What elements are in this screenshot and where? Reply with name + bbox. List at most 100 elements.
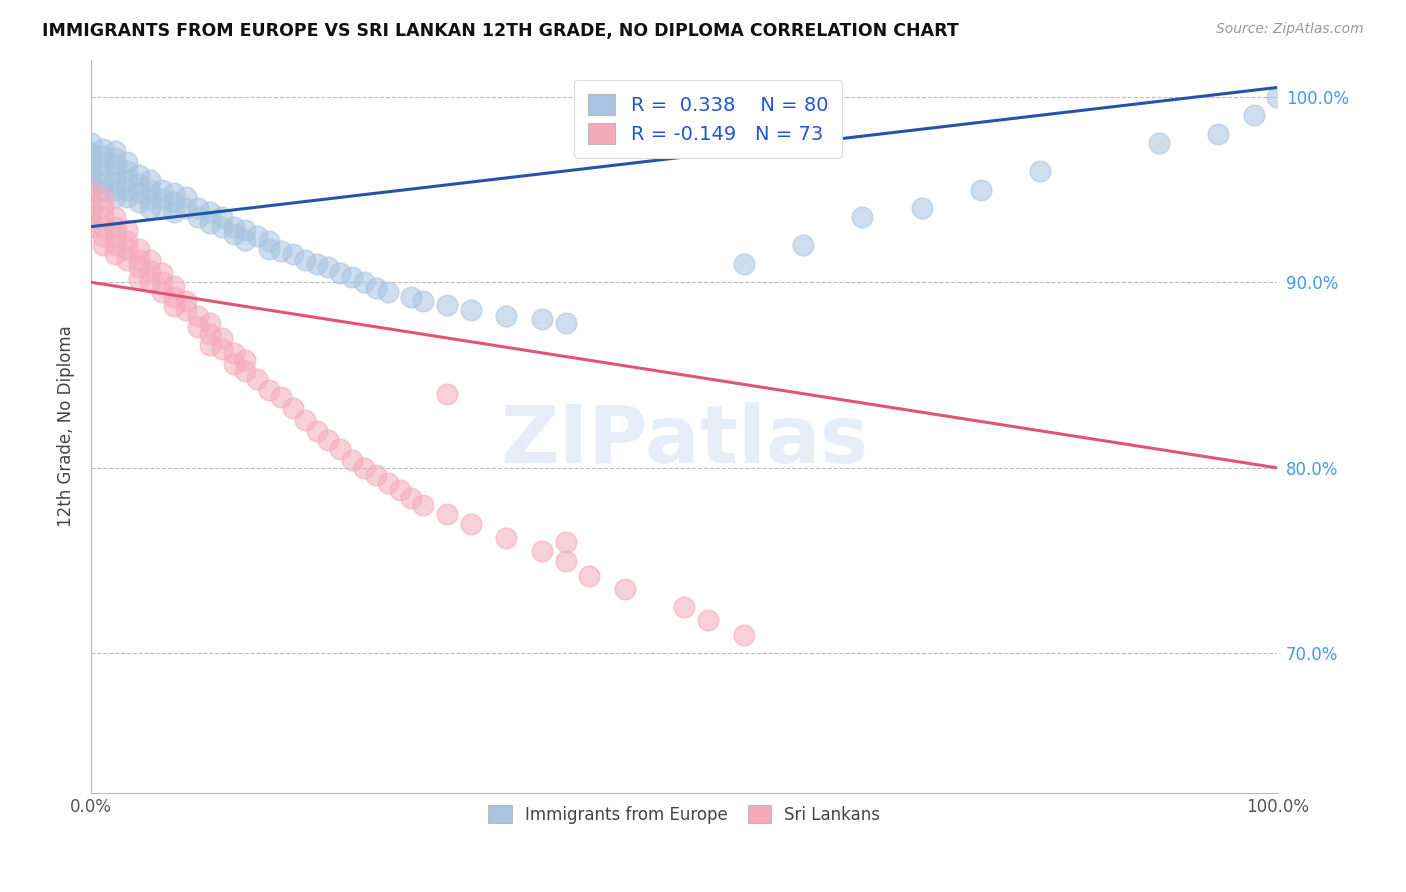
Point	[91, 201, 114, 215]
Point	[364, 281, 387, 295]
Point	[91, 228, 114, 243]
Point	[401, 290, 423, 304]
Point	[80, 136, 103, 150]
Point	[104, 190, 127, 204]
Point	[104, 158, 127, 172]
Point	[211, 219, 233, 234]
Point	[115, 223, 138, 237]
Point	[294, 253, 316, 268]
Point	[80, 145, 103, 160]
Point	[554, 535, 576, 549]
Legend: Immigrants from Europe, Sri Lankans: Immigrants from Europe, Sri Lankans	[477, 794, 891, 836]
Point	[150, 201, 173, 215]
Point	[91, 175, 114, 189]
Point	[150, 182, 173, 196]
Point	[1243, 108, 1265, 122]
Point	[340, 453, 363, 467]
Point	[364, 468, 387, 483]
Point	[104, 175, 127, 189]
Point	[235, 353, 257, 368]
Point	[115, 253, 138, 268]
Point	[222, 219, 245, 234]
Point	[198, 338, 221, 352]
Point	[270, 244, 292, 258]
Point	[104, 219, 127, 234]
Point	[1267, 89, 1289, 103]
Point	[91, 142, 114, 156]
Point	[128, 195, 150, 210]
Point	[851, 211, 873, 225]
Point	[235, 233, 257, 247]
Point	[174, 293, 197, 308]
Point	[139, 201, 162, 215]
Text: IMMIGRANTS FROM EUROPE VS SRI LANKAN 12TH GRADE, NO DIPLOMA CORRELATION CHART: IMMIGRANTS FROM EUROPE VS SRI LANKAN 12T…	[42, 22, 959, 40]
Point	[211, 331, 233, 345]
Point	[436, 297, 458, 311]
Point	[318, 260, 340, 275]
Point	[1029, 164, 1052, 178]
Point	[198, 327, 221, 342]
Point	[150, 266, 173, 280]
Point	[91, 219, 114, 234]
Point	[163, 195, 186, 210]
Point	[128, 186, 150, 201]
Point	[460, 516, 482, 531]
Point	[246, 228, 269, 243]
Point	[257, 242, 280, 256]
Point	[128, 260, 150, 275]
Point	[163, 290, 186, 304]
Point	[115, 182, 138, 196]
Point	[294, 412, 316, 426]
Point	[270, 390, 292, 404]
Point	[128, 168, 150, 182]
Point	[388, 483, 411, 497]
Point	[554, 554, 576, 568]
Point	[235, 223, 257, 237]
Point	[235, 364, 257, 378]
Point	[530, 544, 553, 558]
Point	[187, 309, 209, 323]
Point	[128, 242, 150, 256]
Point	[495, 309, 517, 323]
Point	[1206, 127, 1229, 141]
Point	[1147, 136, 1170, 150]
Y-axis label: 12th Grade, No Diploma: 12th Grade, No Diploma	[58, 326, 75, 527]
Point	[115, 173, 138, 187]
Point	[139, 253, 162, 268]
Point	[115, 235, 138, 249]
Point	[340, 269, 363, 284]
Point	[104, 168, 127, 182]
Point	[578, 568, 600, 582]
Point	[187, 319, 209, 334]
Point	[305, 257, 328, 271]
Point	[91, 149, 114, 163]
Point	[80, 219, 103, 234]
Point	[104, 151, 127, 165]
Point	[733, 257, 755, 271]
Point	[80, 211, 103, 225]
Point	[281, 247, 304, 261]
Point	[401, 491, 423, 505]
Point	[115, 164, 138, 178]
Point	[318, 433, 340, 447]
Point	[91, 192, 114, 206]
Point	[163, 300, 186, 314]
Point	[554, 316, 576, 330]
Point	[198, 216, 221, 230]
Point	[115, 190, 138, 204]
Point	[91, 238, 114, 252]
Point	[222, 227, 245, 241]
Point	[80, 149, 103, 163]
Text: ZIPatlas: ZIPatlas	[501, 401, 869, 480]
Point	[187, 211, 209, 225]
Point	[139, 264, 162, 278]
Point	[305, 424, 328, 438]
Point	[104, 211, 127, 225]
Point	[91, 156, 114, 170]
Point	[792, 238, 814, 252]
Point	[329, 442, 352, 457]
Point	[377, 285, 399, 299]
Point	[150, 192, 173, 206]
Point	[198, 316, 221, 330]
Point	[211, 211, 233, 225]
